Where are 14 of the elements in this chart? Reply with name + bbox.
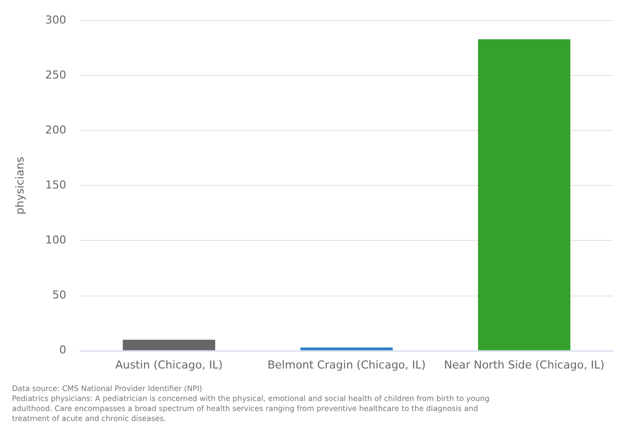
y-tick-label: 150 xyxy=(45,178,66,192)
x-tick-label: Austin (Chicago, IL) xyxy=(115,358,223,372)
y-tick-label: 0 xyxy=(59,344,66,357)
y-tick-label: 50 xyxy=(52,288,66,302)
y-tick-label: 250 xyxy=(45,68,66,82)
bar xyxy=(478,39,570,350)
bar xyxy=(300,348,393,350)
bar xyxy=(122,340,216,350)
x-tick-label: Belmont Cragin (Chicago, IL) xyxy=(267,358,426,372)
y-tick-label: 100 xyxy=(45,234,66,247)
x-tick-label: Near North Side (Chicago, IL) xyxy=(444,358,604,372)
y-axis-title: physicians xyxy=(13,156,26,215)
y-tick-label: 300 xyxy=(45,13,66,26)
y-tick-label: 200 xyxy=(45,124,66,137)
